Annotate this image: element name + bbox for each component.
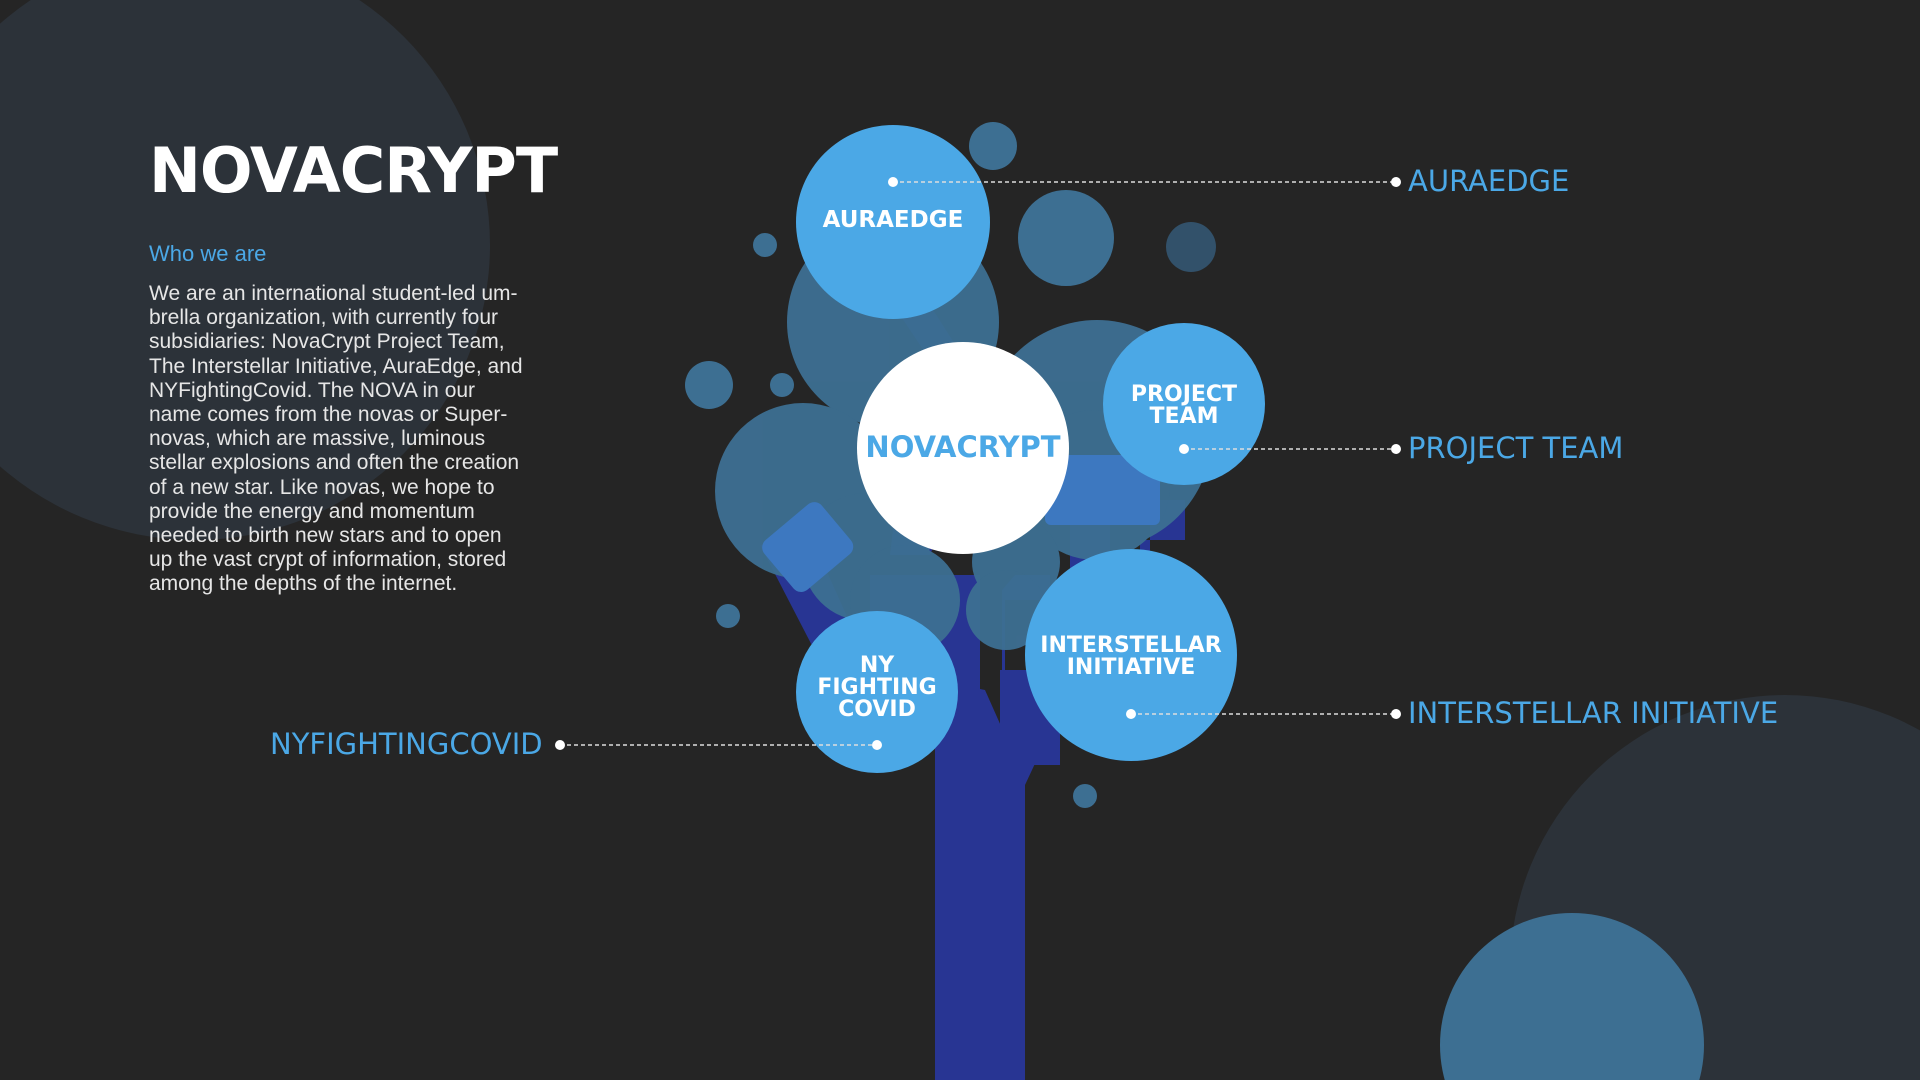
center-circle bbox=[857, 342, 1069, 554]
connector-dots bbox=[555, 177, 1401, 750]
bg-decor-circle-top-left bbox=[0, 0, 490, 540]
node-circle-nyfightingcovid bbox=[796, 611, 958, 773]
foliage-square-left bbox=[762, 502, 854, 592]
intro-description: We are an international student-led um- … bbox=[149, 282, 523, 596]
page-title: NOVACRYPT bbox=[149, 134, 558, 207]
node-label-project-team: PROJECT TEAM bbox=[1130, 382, 1238, 429]
bg-blue-circle-bottom bbox=[1440, 913, 1704, 1080]
callout-project-team: PROJECT TEAM bbox=[1408, 431, 1624, 465]
node-circle-project-team bbox=[1103, 323, 1265, 485]
callout-interstellar: INTERSTELLAR INITIATIVE bbox=[1408, 696, 1779, 730]
callout-nyfightingcovid: NYFIGHTINGCOVID bbox=[270, 727, 543, 761]
node-circle-interstellar bbox=[1025, 549, 1237, 761]
node-label-nyfightingcovid: NY FIGHTING COVID bbox=[817, 653, 937, 722]
callout-auraedge: AURAEDGE bbox=[1408, 164, 1570, 198]
node-label-interstellar: INTERSTELLAR INITIATIVE bbox=[1040, 633, 1222, 680]
decor-dots bbox=[685, 122, 1216, 808]
node-label-auraedge: AURAEDGE bbox=[822, 207, 964, 233]
foliage-square-right bbox=[1045, 455, 1160, 525]
section-subtitle: Who we are bbox=[149, 241, 267, 266]
center-label: NOVACRYPT bbox=[865, 430, 1061, 464]
connector-lines bbox=[560, 181, 1396, 746]
node-circle-auraedge bbox=[796, 125, 990, 319]
